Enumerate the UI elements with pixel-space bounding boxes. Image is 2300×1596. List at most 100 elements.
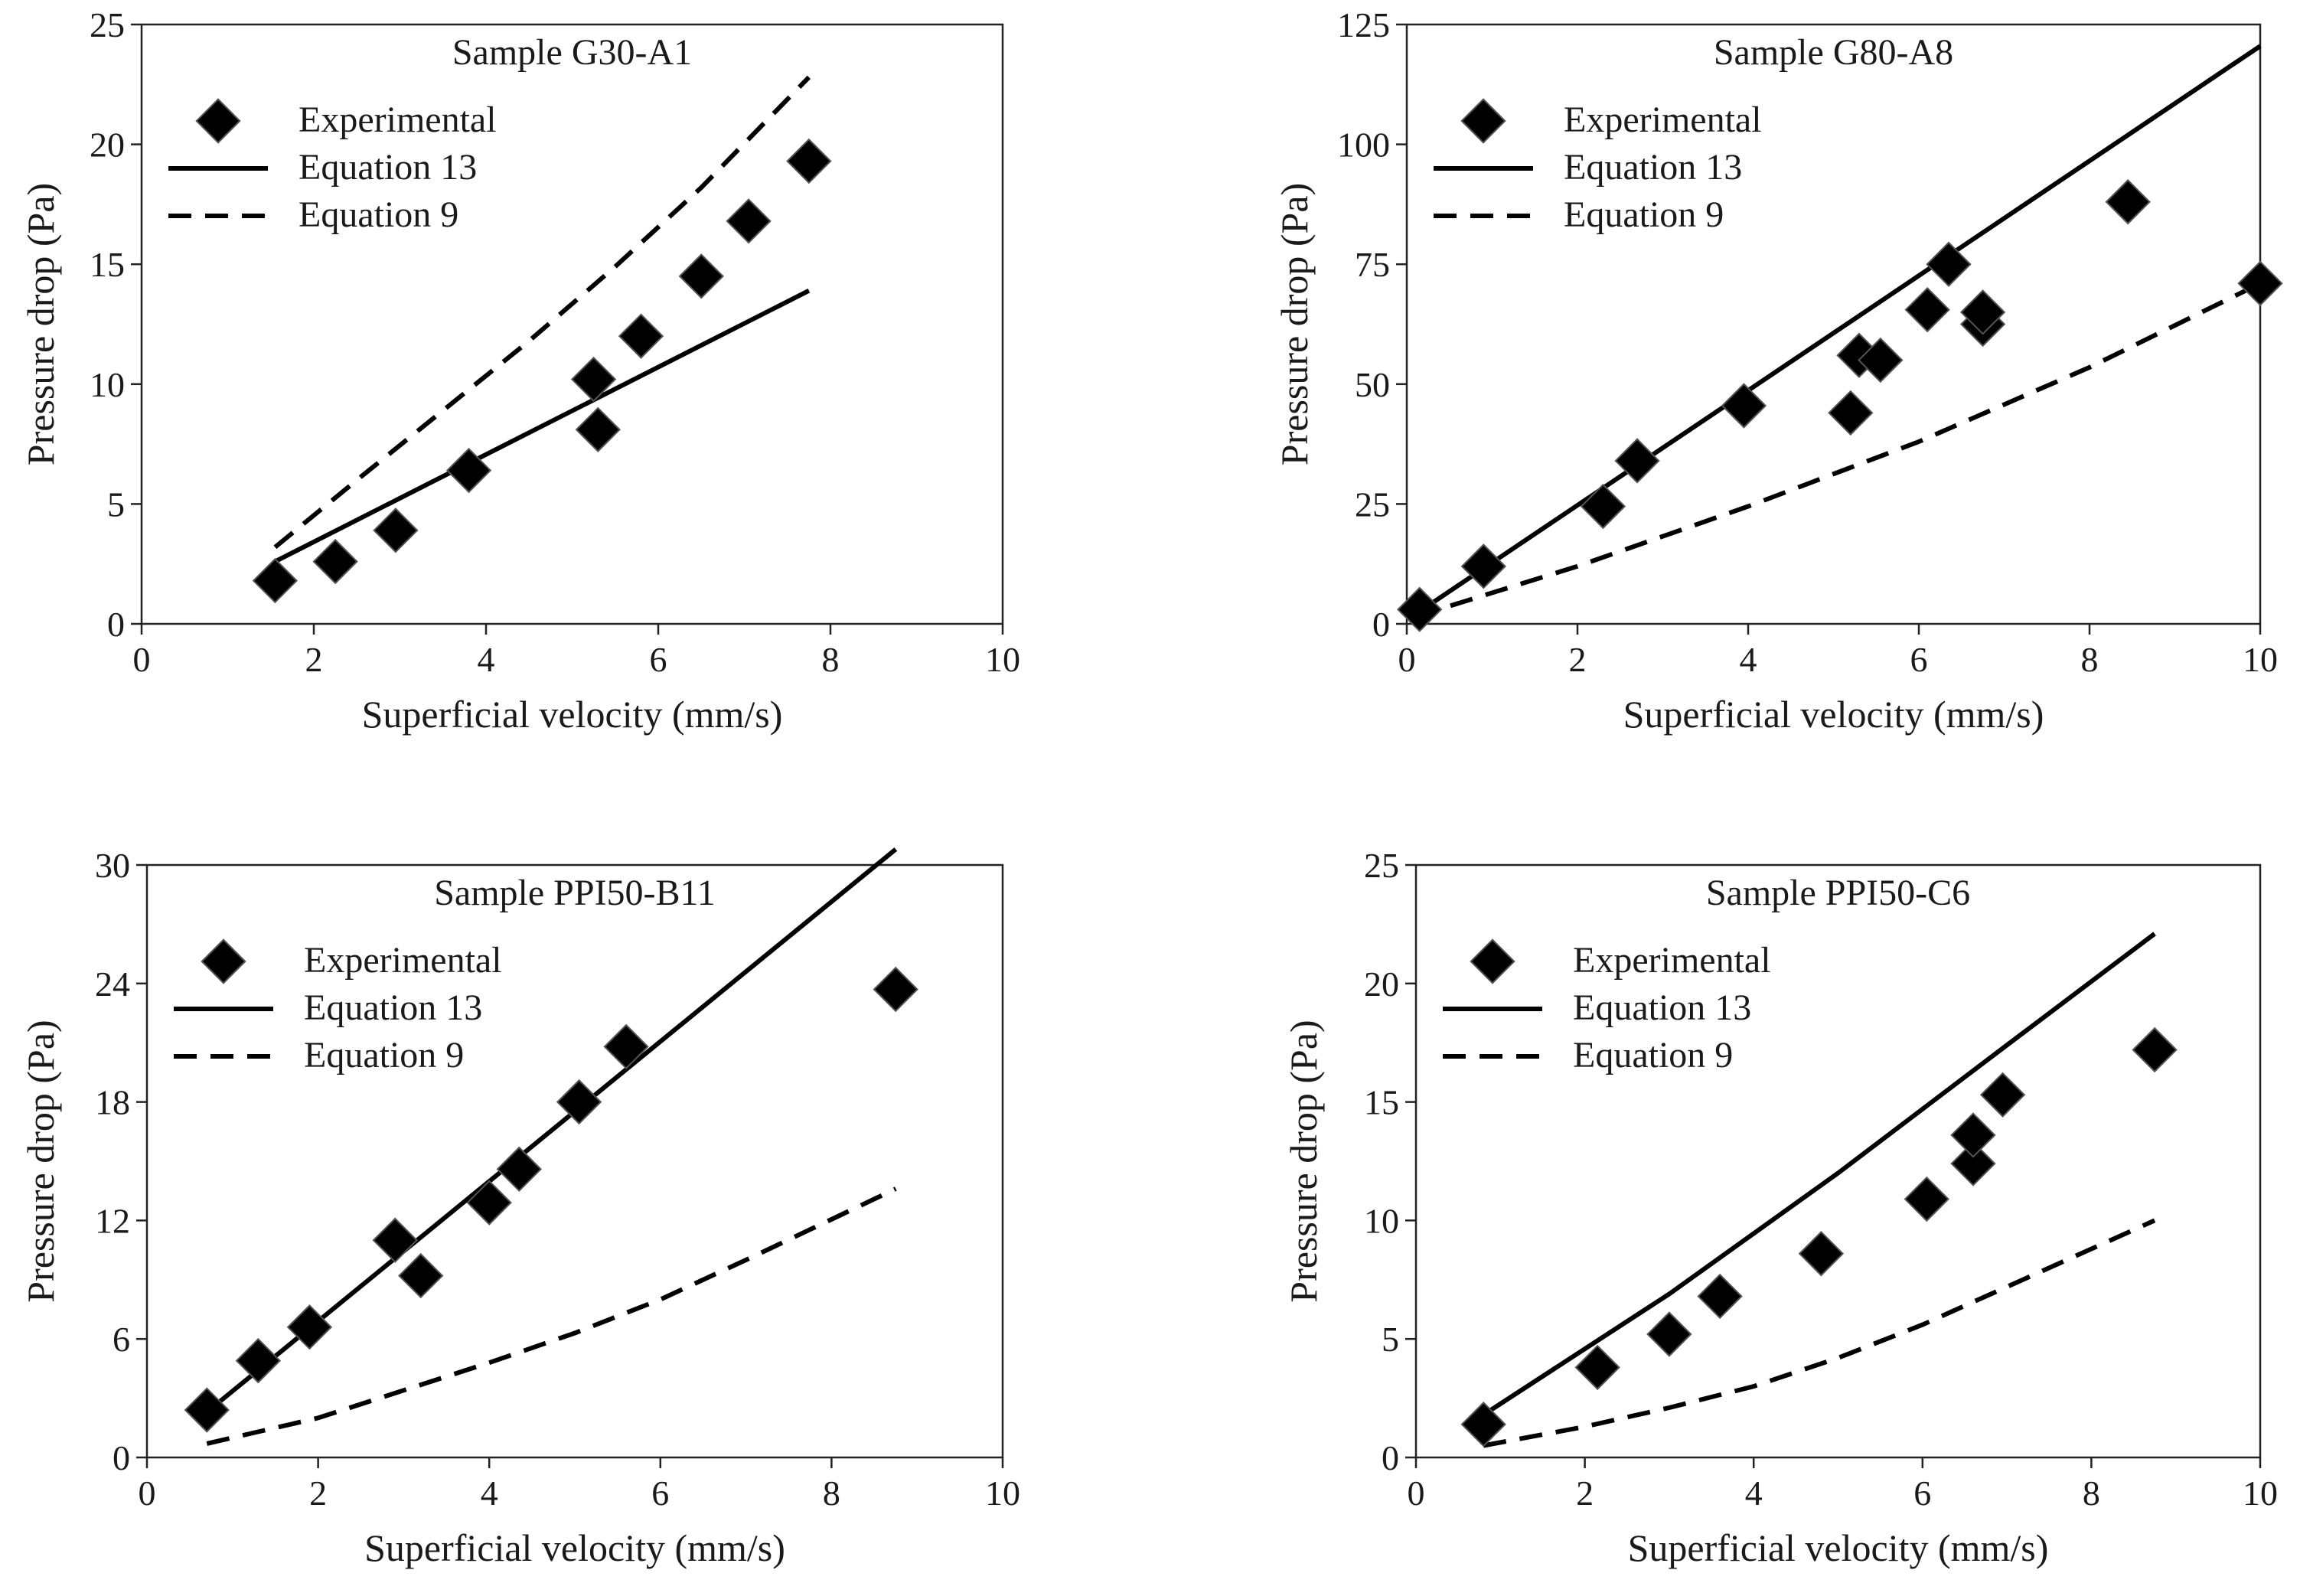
y-tick-label: 6 [113,1320,130,1359]
panel-title: Sample PPI50-B11 [434,873,716,913]
axis-ticks: 0 2 4 6 8 10 0 5 10 15 20 25 [90,5,1020,679]
x-tick-label: 0 [1408,1474,1425,1513]
plot-frame [145,863,1004,1459]
experimental-point [1580,483,1626,530]
x-tick-label: 0 [1398,640,1416,679]
y-tick-label: 15 [90,245,125,284]
x-tick-label: 10 [985,640,1020,679]
y-tick-label: 0 [113,1438,130,1477]
experimental-point [286,1304,333,1350]
experimental-point [445,447,492,494]
x-tick-label: 8 [2083,1474,2100,1513]
experimental-point [1858,337,1904,383]
legend: Experimental Equation 13 Equation 9 [174,938,502,1075]
experimental-point [398,1252,444,1299]
experimental-point [1926,241,1972,287]
experimental-point [1397,586,1443,632]
y-tick-label: 15 [1364,1083,1399,1122]
y-axis-label: Pressure drop (Pa) [1282,1020,1325,1302]
legend-equation-9-label: Equation 9 [304,1035,464,1075]
legend: Experimental Equation 13 Equation 9 [168,98,497,235]
x-tick-label: 8 [2081,640,2099,679]
y-tick-label: 10 [90,365,125,404]
x-tick-label: 4 [1740,640,1757,679]
y-tick-label: 10 [1364,1201,1399,1240]
x-tick-label: 4 [1745,1474,1763,1513]
x-tick-label: 10 [2243,1474,2278,1513]
plot-frame [1405,23,2262,625]
axis-ticks: 0 2 4 6 8 10 0 5 10 15 20 25 [1364,846,2278,1513]
series-experimental-points [1397,179,2283,632]
experimental-point [618,313,664,359]
x-tick-label: 2 [305,640,323,679]
experimental-point [2237,260,2283,306]
y-tick-label: 0 [1382,1438,1399,1477]
panel-ppi50-c6: 0 2 4 6 8 10 0 5 10 15 20 25 Sample PPI50-C6 Superf… [1282,846,2278,1569]
x-axis-label: Superficial velocity (mm/s) [1628,1526,2049,1569]
plot-frame [140,23,1004,625]
x-tick-label: 8 [823,1474,840,1513]
legend-experimental-marker [1470,938,1515,984]
experimental-point [184,1387,230,1433]
experimental-point [1721,383,1767,429]
x-tick-label: 8 [822,640,840,679]
experimental-point [603,1023,649,1070]
y-tick-label: 5 [107,485,125,524]
experimental-point [873,966,918,1013]
x-tick-label: 6 [1910,640,1928,679]
x-axis-label: Superficial velocity (mm/s) [362,693,783,736]
legend-equation-9-label: Equation 9 [1573,1035,1733,1075]
y-tick-label: 0 [1372,605,1390,644]
experimental-point [1904,1176,1949,1222]
legend-experimental-label: Experimental [1564,100,1762,140]
y-tick-label: 0 [107,605,125,644]
x-tick-label: 0 [139,1474,156,1513]
experimental-point [1697,1273,1743,1320]
experimental-point [678,253,724,299]
experimental-point [1460,1401,1506,1447]
y-tick-label: 20 [90,126,125,165]
x-tick-label: 2 [1569,640,1587,679]
x-axis-label: Superficial velocity (mm/s) [364,1526,785,1569]
series-equation-9-line [206,1186,897,1446]
x-tick-label: 4 [481,1474,498,1513]
experimental-point [575,406,621,452]
legend-equation-9-label: Equation 9 [1564,194,1724,235]
experimental-point [1904,286,1950,333]
experimental-point [570,356,617,403]
x-tick-label: 6 [651,1474,669,1513]
experimental-point [496,1146,543,1193]
legend-experimental-marker [195,98,241,144]
experimental-point [556,1079,602,1125]
experimental-point [1950,1141,1996,1186]
panel-title: Sample PPI50-C6 [1706,873,1970,913]
y-tick-label: 25 [1355,485,1390,524]
experimental-point [726,198,772,244]
experimental-point [252,557,299,604]
x-tick-label: 2 [1576,1474,1594,1513]
series-experimental-points [1460,1026,2178,1447]
experimental-point [1959,289,2006,335]
y-tick-label: 125 [1337,5,1390,44]
experimental-point [1950,1112,1996,1158]
series-equation-9-line [1414,281,2262,619]
experimental-point [235,1337,282,1384]
experimental-point [2105,179,2151,225]
experimental-point [1828,390,1874,436]
y-tick-label: 100 [1337,126,1390,165]
series-experimental-points [252,138,832,604]
legend-experimental-label: Experimental [1573,940,1771,981]
legend: Experimental Equation 13 Equation 9 [1434,98,1762,235]
y-tick-label: 5 [1382,1320,1399,1359]
x-tick-label: 10 [985,1474,1020,1513]
experimental-point [1979,1072,2026,1118]
series-equation-13-line [1414,44,2262,616]
legend-equation-13-label: Equation 13 [304,987,482,1028]
experimental-point [1646,1311,1692,1357]
x-tick-label: 0 [133,640,151,679]
